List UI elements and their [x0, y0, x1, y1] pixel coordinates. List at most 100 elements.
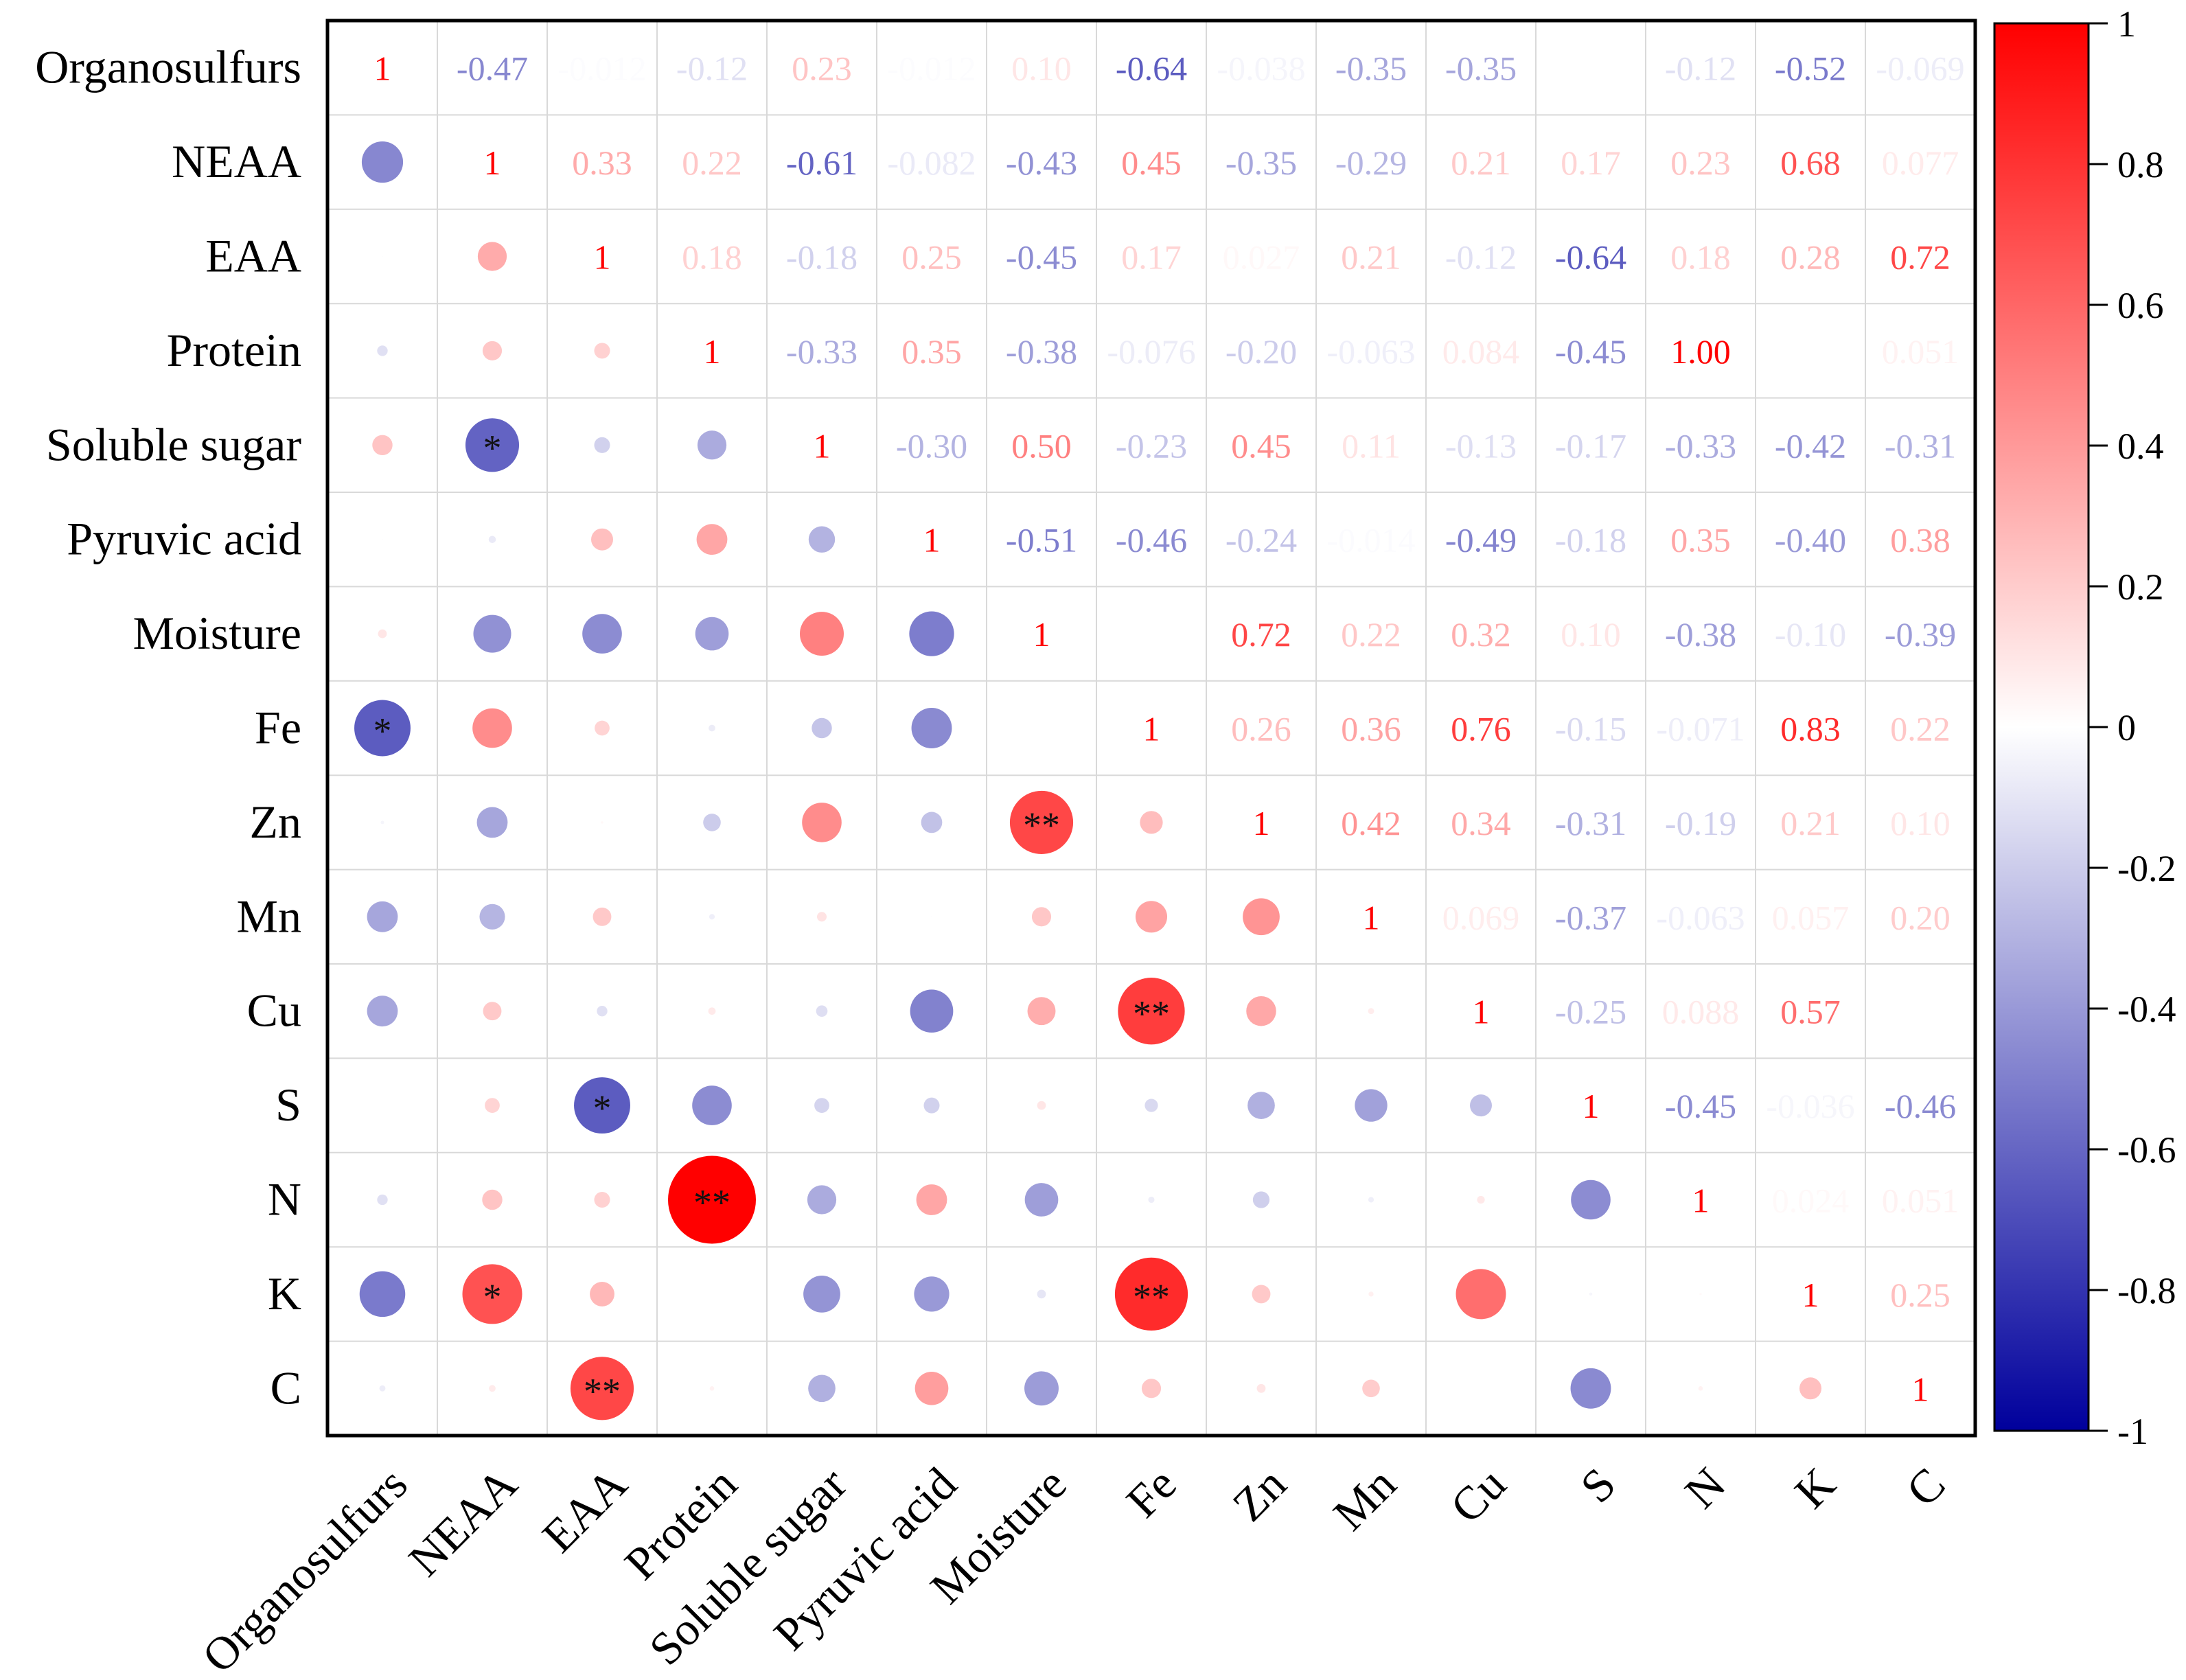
corr-circle-cu-soluble-sugar [816, 1005, 828, 1017]
corr-circle-n-protein [668, 1155, 756, 1244]
corr-value-label: 0.17 [1121, 238, 1182, 277]
corr-circle-n-pyruvic-acid [916, 1184, 947, 1215]
corr-value-label: -0.40 [1775, 521, 1846, 560]
corr-value-label: -0.069 [1876, 49, 1964, 88]
corr-circle-k-neaa [462, 1264, 522, 1324]
corr-circle-k-fe [1114, 1257, 1188, 1331]
corr-circle-k-moisture [1037, 1289, 1046, 1299]
corr-value-label: 0.21 [1780, 804, 1841, 842]
corr-circle-k-eaa [590, 1281, 614, 1307]
corr-circle-protein-organosulfurs [377, 345, 388, 356]
corr-value-label: 0.18 [1670, 238, 1731, 277]
corr-value-label: -0.12 [676, 49, 748, 88]
corr-value-label: 1 [484, 143, 501, 182]
corr-circle-moisture-soluble-sugar [800, 612, 844, 656]
corr-value-label: 0.18 [682, 238, 742, 277]
corr-value-label: -0.39 [1885, 615, 1956, 654]
row-label: K [268, 1267, 301, 1320]
corr-circle-n-s [1571, 1180, 1611, 1220]
row-label: EAA [205, 230, 301, 282]
corr-circle-n-moisture [1024, 1183, 1059, 1217]
row-labels: Organosulfurs NEAA EAA Protein Soluble sugar… [35, 41, 301, 1414]
corr-circle-zn-eaa [601, 821, 603, 824]
corr-value-label: 1 [923, 521, 941, 560]
corr-value-label: 1 [1363, 898, 1380, 936]
corr-circle-c-mn [1362, 1379, 1380, 1398]
colorbar-tick-label: -1 [2117, 1411, 2148, 1452]
corr-value-label: 0.084 [1442, 332, 1520, 371]
column-label: Fe [1116, 1458, 1186, 1528]
corr-value-label: 0.57 [1780, 993, 1841, 1031]
corr-circle-mn-eaa [592, 907, 612, 926]
corr-value-label: 0.22 [1890, 710, 1951, 748]
corr-circle-cu-moisture [1027, 997, 1056, 1026]
corr-value-label: 1 [1912, 1370, 1929, 1408]
corr-circle-fe-neaa [472, 708, 512, 748]
corr-circle-n-neaa [482, 1189, 503, 1210]
corr-value-label: -0.35 [1445, 49, 1517, 88]
corr-circle-mn-pyruvic-acid [931, 916, 932, 918]
corr-circle-protein-eaa [594, 343, 610, 359]
corr-value-label: -0.038 [1217, 49, 1305, 88]
corr-circle-fe-pyruvic-acid [911, 708, 952, 748]
corr-circle-c-zn [1256, 1383, 1266, 1393]
corr-value-label: 0.33 [572, 143, 632, 182]
corr-value-label: 0.50 [1011, 426, 1072, 465]
corr-value-label: 0.83 [1780, 710, 1841, 748]
corr-circle-s-mn [1355, 1089, 1388, 1122]
corr-circle-n-soluble-sugar [807, 1185, 837, 1215]
corr-value-label: 0.32 [1451, 615, 1511, 654]
significance-mark: * [483, 427, 502, 468]
corr-value-label: 1 [1473, 993, 1490, 1031]
corr-value-label: 1 [374, 49, 391, 88]
corr-circle-zn-pyruvic-acid [921, 812, 943, 833]
corr-circle-n-mn [1368, 1197, 1374, 1203]
corr-circle-c-pyruvic-acid [914, 1371, 949, 1405]
column-label: S [1570, 1458, 1625, 1512]
corr-value-label: 0.024 [1772, 1182, 1850, 1220]
corr-circle-cu-eaa [597, 1006, 608, 1017]
corr-circle-s-neaa [485, 1098, 500, 1113]
corr-circle-neaa-organosulfurs [361, 141, 404, 183]
corr-value-label: 0.76 [1451, 710, 1511, 748]
corr-value-label: -0.31 [1555, 804, 1626, 842]
corr-value-label: 0.23 [792, 49, 852, 88]
significance-mark: * [373, 711, 392, 752]
corr-circle-fe-organosulfurs [354, 700, 411, 757]
corr-value-label: 0.42 [1341, 804, 1401, 842]
column-label: NEAA [398, 1458, 527, 1586]
significance-mark: * [483, 1276, 502, 1317]
corr-circle-s-cu [1470, 1094, 1492, 1117]
corr-circle-s-moisture [1037, 1101, 1046, 1110]
corr-value-label: 0.027 [1223, 238, 1300, 277]
corr-circle-pyruvic-acid-protein [696, 524, 728, 555]
corr-circle-cu-fe [1118, 978, 1185, 1045]
corr-value-label: 0.26 [1231, 710, 1291, 748]
significance-mark: ** [1023, 805, 1060, 846]
corr-value-label: 0.10 [1561, 615, 1621, 654]
corr-circle-mn-protein [709, 914, 715, 920]
corr-value-label: 0.23 [1670, 143, 1731, 182]
row-label: Soluble sugar [46, 418, 301, 470]
corr-circle-fe-eaa [595, 720, 610, 736]
row-label: Cu [247, 985, 301, 1037]
corr-value-label: 0.38 [1890, 521, 1951, 560]
corr-value-label: -0.12 [1665, 49, 1736, 88]
corr-value-label: 0.21 [1451, 143, 1511, 182]
corr-value-label: -0.063 [1656, 898, 1745, 936]
significance-mark: ** [693, 1182, 730, 1223]
corr-value-label: -0.19 [1665, 804, 1736, 842]
corr-value-label: 0.11 [1342, 426, 1401, 465]
corr-circle-c-neaa [489, 1385, 496, 1392]
corr-value-label: -0.29 [1335, 143, 1407, 182]
corr-circle-fe-protein [709, 724, 715, 732]
colorbar-tick-label: -0.4 [2117, 989, 2176, 1030]
corr-value-label: -0.33 [786, 332, 858, 371]
corr-value-label: -0.18 [786, 238, 858, 277]
corr-circle-mn-moisture [1031, 907, 1052, 927]
corr-value-label: 0.35 [901, 332, 962, 371]
corr-circle-moisture-eaa [582, 614, 622, 654]
corr-circle-c-n [1698, 1386, 1703, 1391]
colorbar-tick-label: 0.2 [2117, 566, 2164, 608]
